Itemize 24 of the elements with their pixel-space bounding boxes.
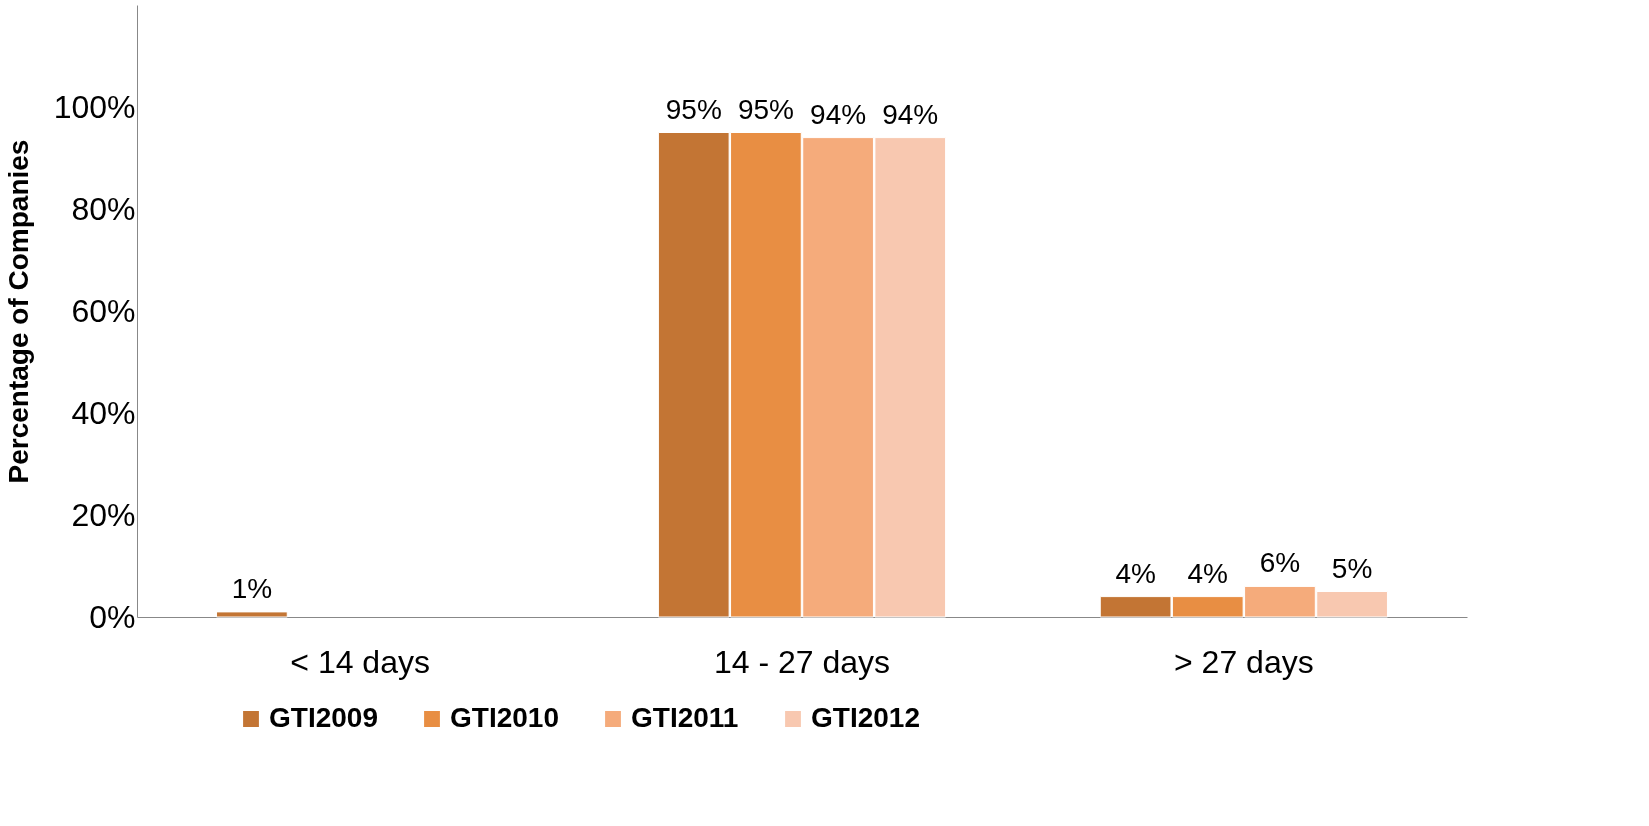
data-label: 95% [737, 93, 794, 125]
x-tick-label: 14 - 27 days [713, 643, 891, 680]
y-tick-label: 20% [71, 496, 136, 533]
y-tick-label: 60% [71, 292, 136, 329]
y-tick-label: 80% [71, 190, 136, 227]
x-tick-label: > 27 days [1174, 643, 1314, 680]
y-axis-title: Percentage of Companies [2, 139, 34, 484]
data-label: 4% [1115, 557, 1156, 589]
x-tick-label: < 14 days [290, 643, 430, 680]
data-label: 94% [882, 98, 939, 130]
data-label: 94% [810, 98, 867, 130]
data-label: 1% [231, 572, 273, 604]
legend-label: GTI2009 [269, 702, 378, 733]
legend-label: GTI2012 [811, 702, 920, 733]
data-label: 6% [1259, 547, 1301, 579]
y-tick-label: 40% [71, 394, 136, 431]
bar [216, 611, 288, 618]
legend-label: GTI2011 [631, 702, 739, 733]
legend-label: GTI2010 [450, 702, 559, 733]
data-label: 95% [665, 93, 722, 125]
y-tick-label: 100% [53, 88, 136, 125]
y-tick-label: 0% [89, 598, 136, 635]
data-label: 5% [1331, 552, 1373, 584]
data-label: 4% [1187, 557, 1229, 589]
